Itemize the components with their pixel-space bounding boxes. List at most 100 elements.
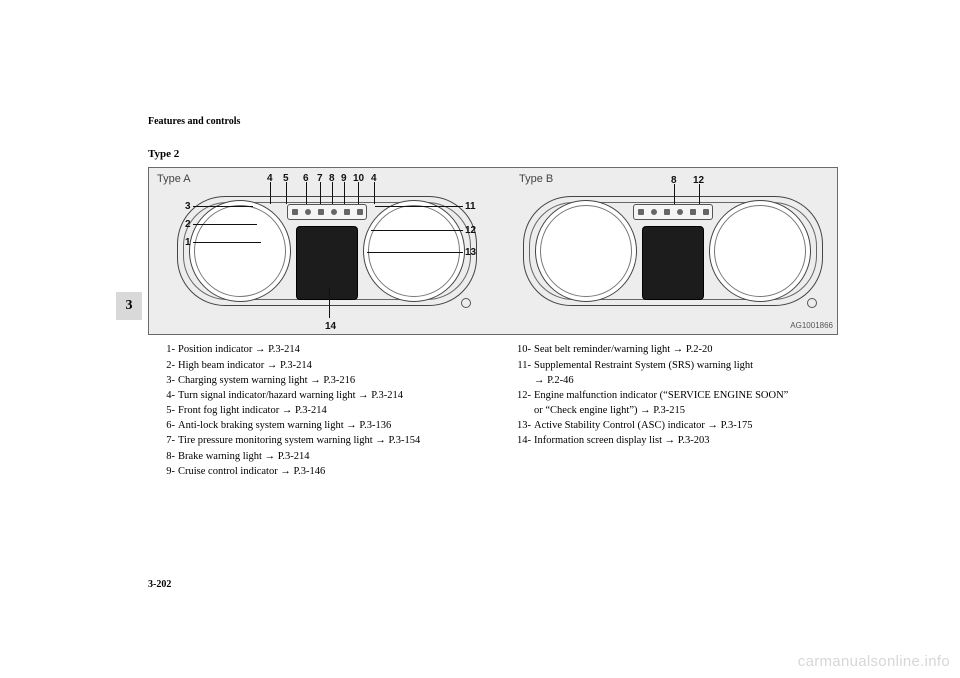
- leader-line: [367, 252, 463, 253]
- legend-item: 11-Supplemental Restraint System (SRS) w…: [514, 359, 834, 373]
- legend-item-number: 5-: [158, 404, 178, 418]
- leader-line: [674, 184, 675, 204]
- callout-num: 13: [465, 246, 476, 260]
- page-number: 3-202: [148, 578, 171, 592]
- figure-label-a: Type A: [157, 172, 191, 187]
- telltale-icon: [357, 209, 363, 215]
- legend-item-text: Active Stability Control (ASC) indicator…: [534, 419, 834, 433]
- legend-item-number: 9-: [158, 465, 178, 479]
- cluster-a-left-dial: [189, 200, 291, 302]
- figure-box: Type A Type B AG1001866: [148, 167, 838, 335]
- legend-item: 14-Information screen display list → P.3…: [514, 434, 834, 448]
- leader-line: [332, 182, 333, 204]
- telltale-icon: [331, 209, 337, 215]
- leader-line: [193, 242, 261, 243]
- cluster-b-right-dial: [709, 200, 811, 302]
- leader-line: [306, 182, 307, 204]
- legend-col-right: 10-Seat belt reminder/warning light → P.…: [514, 343, 834, 480]
- chapter-number: 3: [126, 297, 133, 316]
- legend-item-subtext: or “Check engine light”) → P.3-215: [534, 404, 834, 418]
- legend-item: 4-Turn signal indicator/hazard warning l…: [158, 389, 508, 403]
- cluster-a-right-dial: [363, 200, 465, 302]
- legend-item-number: 6-: [158, 419, 178, 433]
- legend-item-text: Tire pressure monitoring system warning …: [178, 434, 508, 448]
- telltale-icon: [703, 209, 709, 215]
- legend-item: 13-Active Stability Control (ASC) indica…: [514, 419, 834, 433]
- legend-item-text: Cruise control indicator → P.3-146: [178, 465, 508, 479]
- legend: 1-Position indicator → P.3-2142-High bea…: [148, 343, 838, 480]
- callout-num: 11: [465, 200, 476, 214]
- telltale-icon: [677, 209, 683, 215]
- cluster-b-telltales: [633, 204, 713, 220]
- legend-item-sub: → P.2-46: [514, 374, 834, 388]
- watermark: carmanualsonline.info: [798, 652, 950, 672]
- legend-col-left: 1-Position indicator → P.3-2142-High bea…: [158, 343, 508, 480]
- legend-item-number: 13-: [514, 419, 534, 433]
- legend-item-subtext: → P.2-46: [534, 374, 834, 388]
- legend-item-number: 3-: [158, 374, 178, 388]
- legend-item-text: Supplemental Restraint System (SRS) warn…: [534, 359, 834, 373]
- leader-line: [193, 206, 253, 207]
- cluster-a-knob: [461, 298, 471, 308]
- legend-item-number: 12-: [514, 389, 534, 403]
- leader-line: [270, 182, 271, 204]
- telltale-icon: [651, 209, 657, 215]
- telltale-icon: [318, 209, 324, 215]
- legend-item-text: Turn signal indicator/hazard warning lig…: [178, 389, 508, 403]
- legend-item: 1-Position indicator → P.3-214: [158, 343, 508, 357]
- legend-item: 9-Cruise control indicator → P.3-146: [158, 465, 508, 479]
- telltale-icon: [690, 209, 696, 215]
- type-heading: Type 2: [148, 147, 838, 162]
- leader-line: [344, 182, 345, 204]
- legend-item-text: Front fog light indicator → P.3-214: [178, 404, 508, 418]
- telltale-icon: [305, 209, 311, 215]
- callout-num: 3: [185, 200, 191, 214]
- legend-item-text: Information screen display list → P.3-20…: [534, 434, 834, 448]
- cluster-b-screen: [642, 226, 704, 300]
- legend-item-number: 2-: [158, 359, 178, 373]
- callout-num: 12: [465, 224, 476, 238]
- legend-item-sub: or “Check engine light”) → P.3-215: [514, 404, 834, 418]
- legend-item-text: Engine malfunction indicator (“SERVICE E…: [534, 389, 834, 403]
- legend-item: 12-Engine malfunction indicator (“SERVIC…: [514, 389, 834, 403]
- legend-item: 7-Tire pressure monitoring system warnin…: [158, 434, 508, 448]
- legend-item: 5-Front fog light indicator → P.3-214: [158, 404, 508, 418]
- legend-item-number: 1-: [158, 343, 178, 357]
- leader-line: [371, 230, 463, 231]
- legend-item-text: Seat belt reminder/warning light → P.2-2…: [534, 343, 834, 357]
- legend-item-text: Brake warning light → P.3-214: [178, 450, 508, 464]
- telltale-icon: [292, 209, 298, 215]
- legend-item-text: Position indicator → P.3-214: [178, 343, 508, 357]
- legend-item-number: 7-: [158, 434, 178, 448]
- legend-item: 6-Anti-lock braking system warning light…: [158, 419, 508, 433]
- telltale-icon: [344, 209, 350, 215]
- legend-item: 2-High beam indicator → P.3-214: [158, 359, 508, 373]
- legend-item-number: 4-: [158, 389, 178, 403]
- figure-label-b: Type B: [519, 172, 553, 187]
- legend-item-number: 11-: [514, 359, 534, 373]
- leader-line: [699, 184, 700, 204]
- leader-line: [358, 182, 359, 204]
- legend-item-text: High beam indicator → P.3-214: [178, 359, 508, 373]
- legend-item: 3-Charging system warning light → P.3-21…: [158, 374, 508, 388]
- cluster-b-left-dial: [535, 200, 637, 302]
- leader-line: [193, 224, 257, 225]
- callout-num: 14: [325, 320, 336, 334]
- cluster-a-screen: [296, 226, 358, 300]
- leader-line: [320, 182, 321, 204]
- cluster-a-telltales: [287, 204, 367, 220]
- page-content: Features and controls Type 2 Type A Type…: [148, 115, 838, 480]
- leader-line: [374, 182, 375, 204]
- legend-item: 8-Brake warning light → P.3-214: [158, 450, 508, 464]
- section-header: Features and controls: [148, 115, 838, 129]
- callout-num: 1: [185, 236, 191, 250]
- legend-item: 10-Seat belt reminder/warning light → P.…: [514, 343, 834, 357]
- telltale-icon: [664, 209, 670, 215]
- cluster-b-knob: [807, 298, 817, 308]
- legend-item-number: 10-: [514, 343, 534, 357]
- legend-item-text: Anti-lock braking system warning light →…: [178, 419, 508, 433]
- cluster-b: [523, 186, 823, 316]
- legend-item-text: Charging system warning light → P.3-216: [178, 374, 508, 388]
- leader-line: [329, 288, 330, 318]
- legend-item-number: 8-: [158, 450, 178, 464]
